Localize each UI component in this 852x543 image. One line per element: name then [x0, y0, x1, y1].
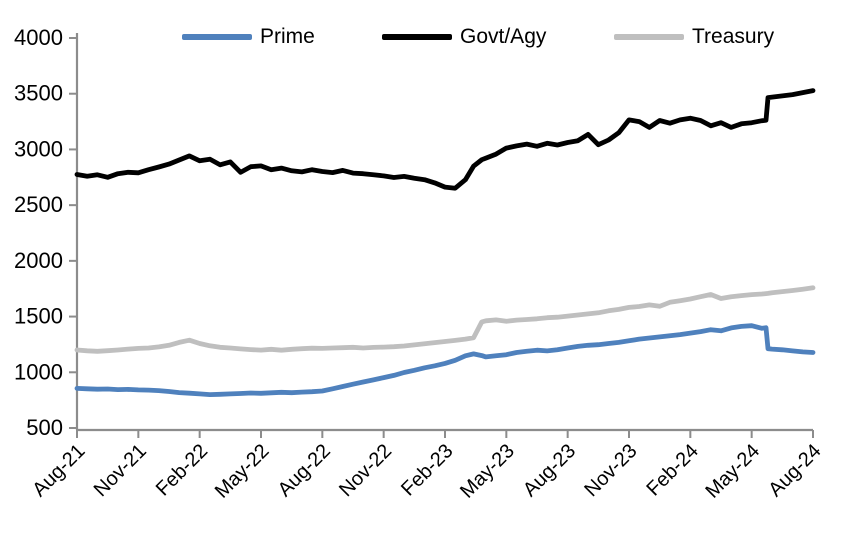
- legend-item-treasury: Treasury: [614, 24, 774, 50]
- x-tick-label: Nov-23: [580, 440, 641, 501]
- series-line-govt-agy: [74, 88, 816, 191]
- y-tick-label: 3000: [14, 136, 63, 161]
- y-tick-label: 2000: [14, 248, 63, 273]
- y-axis: 500 1000 1500 2000 2500 3000 3500 4000: [14, 25, 79, 440]
- y-tick-label: 3500: [14, 81, 63, 106]
- x-tick-label: Nov-22: [335, 440, 396, 501]
- x-tick-label: May-23: [456, 440, 519, 503]
- y-tick-label: 1500: [14, 304, 63, 329]
- y-tick-label: 2500: [14, 192, 63, 217]
- x-tick-label: Nov-21: [90, 440, 151, 501]
- series-line-prime: [74, 323, 816, 398]
- x-tick-label: Aug-21: [28, 440, 89, 501]
- chart-legend: Prime Govt/Agy Treasury: [0, 24, 852, 50]
- legend-label-treasury: Treasury: [692, 25, 775, 48]
- x-tick-label: May-22: [211, 440, 274, 503]
- legend-swatch-prime: [182, 34, 252, 40]
- y-tick-label: 500: [26, 415, 63, 440]
- legend-item-govt-agy: Govt/Agy: [382, 24, 546, 50]
- x-tick-label: Feb-22: [152, 440, 212, 500]
- x-tick-label: Feb-24: [642, 440, 702, 500]
- y-tick-label: 4000: [14, 25, 63, 50]
- legend-swatch-govt-agy: [382, 34, 452, 40]
- legend-label-prime: Prime: [260, 25, 315, 48]
- y-tick-label: 1000: [14, 359, 63, 384]
- x-tick-label: Feb-23: [397, 440, 457, 500]
- legend-item-prime: Prime: [182, 24, 315, 50]
- x-tick-label: May-24: [701, 440, 764, 503]
- series-line-treasury: [74, 285, 816, 354]
- legend-swatch-treasury: [614, 34, 684, 40]
- x-tick-label: Aug-23: [519, 440, 580, 501]
- legend-label-govt-agy: Govt/Agy: [460, 25, 547, 48]
- x-tick-label: Aug-24: [764, 440, 825, 501]
- x-tick-label: Aug-22: [274, 440, 335, 501]
